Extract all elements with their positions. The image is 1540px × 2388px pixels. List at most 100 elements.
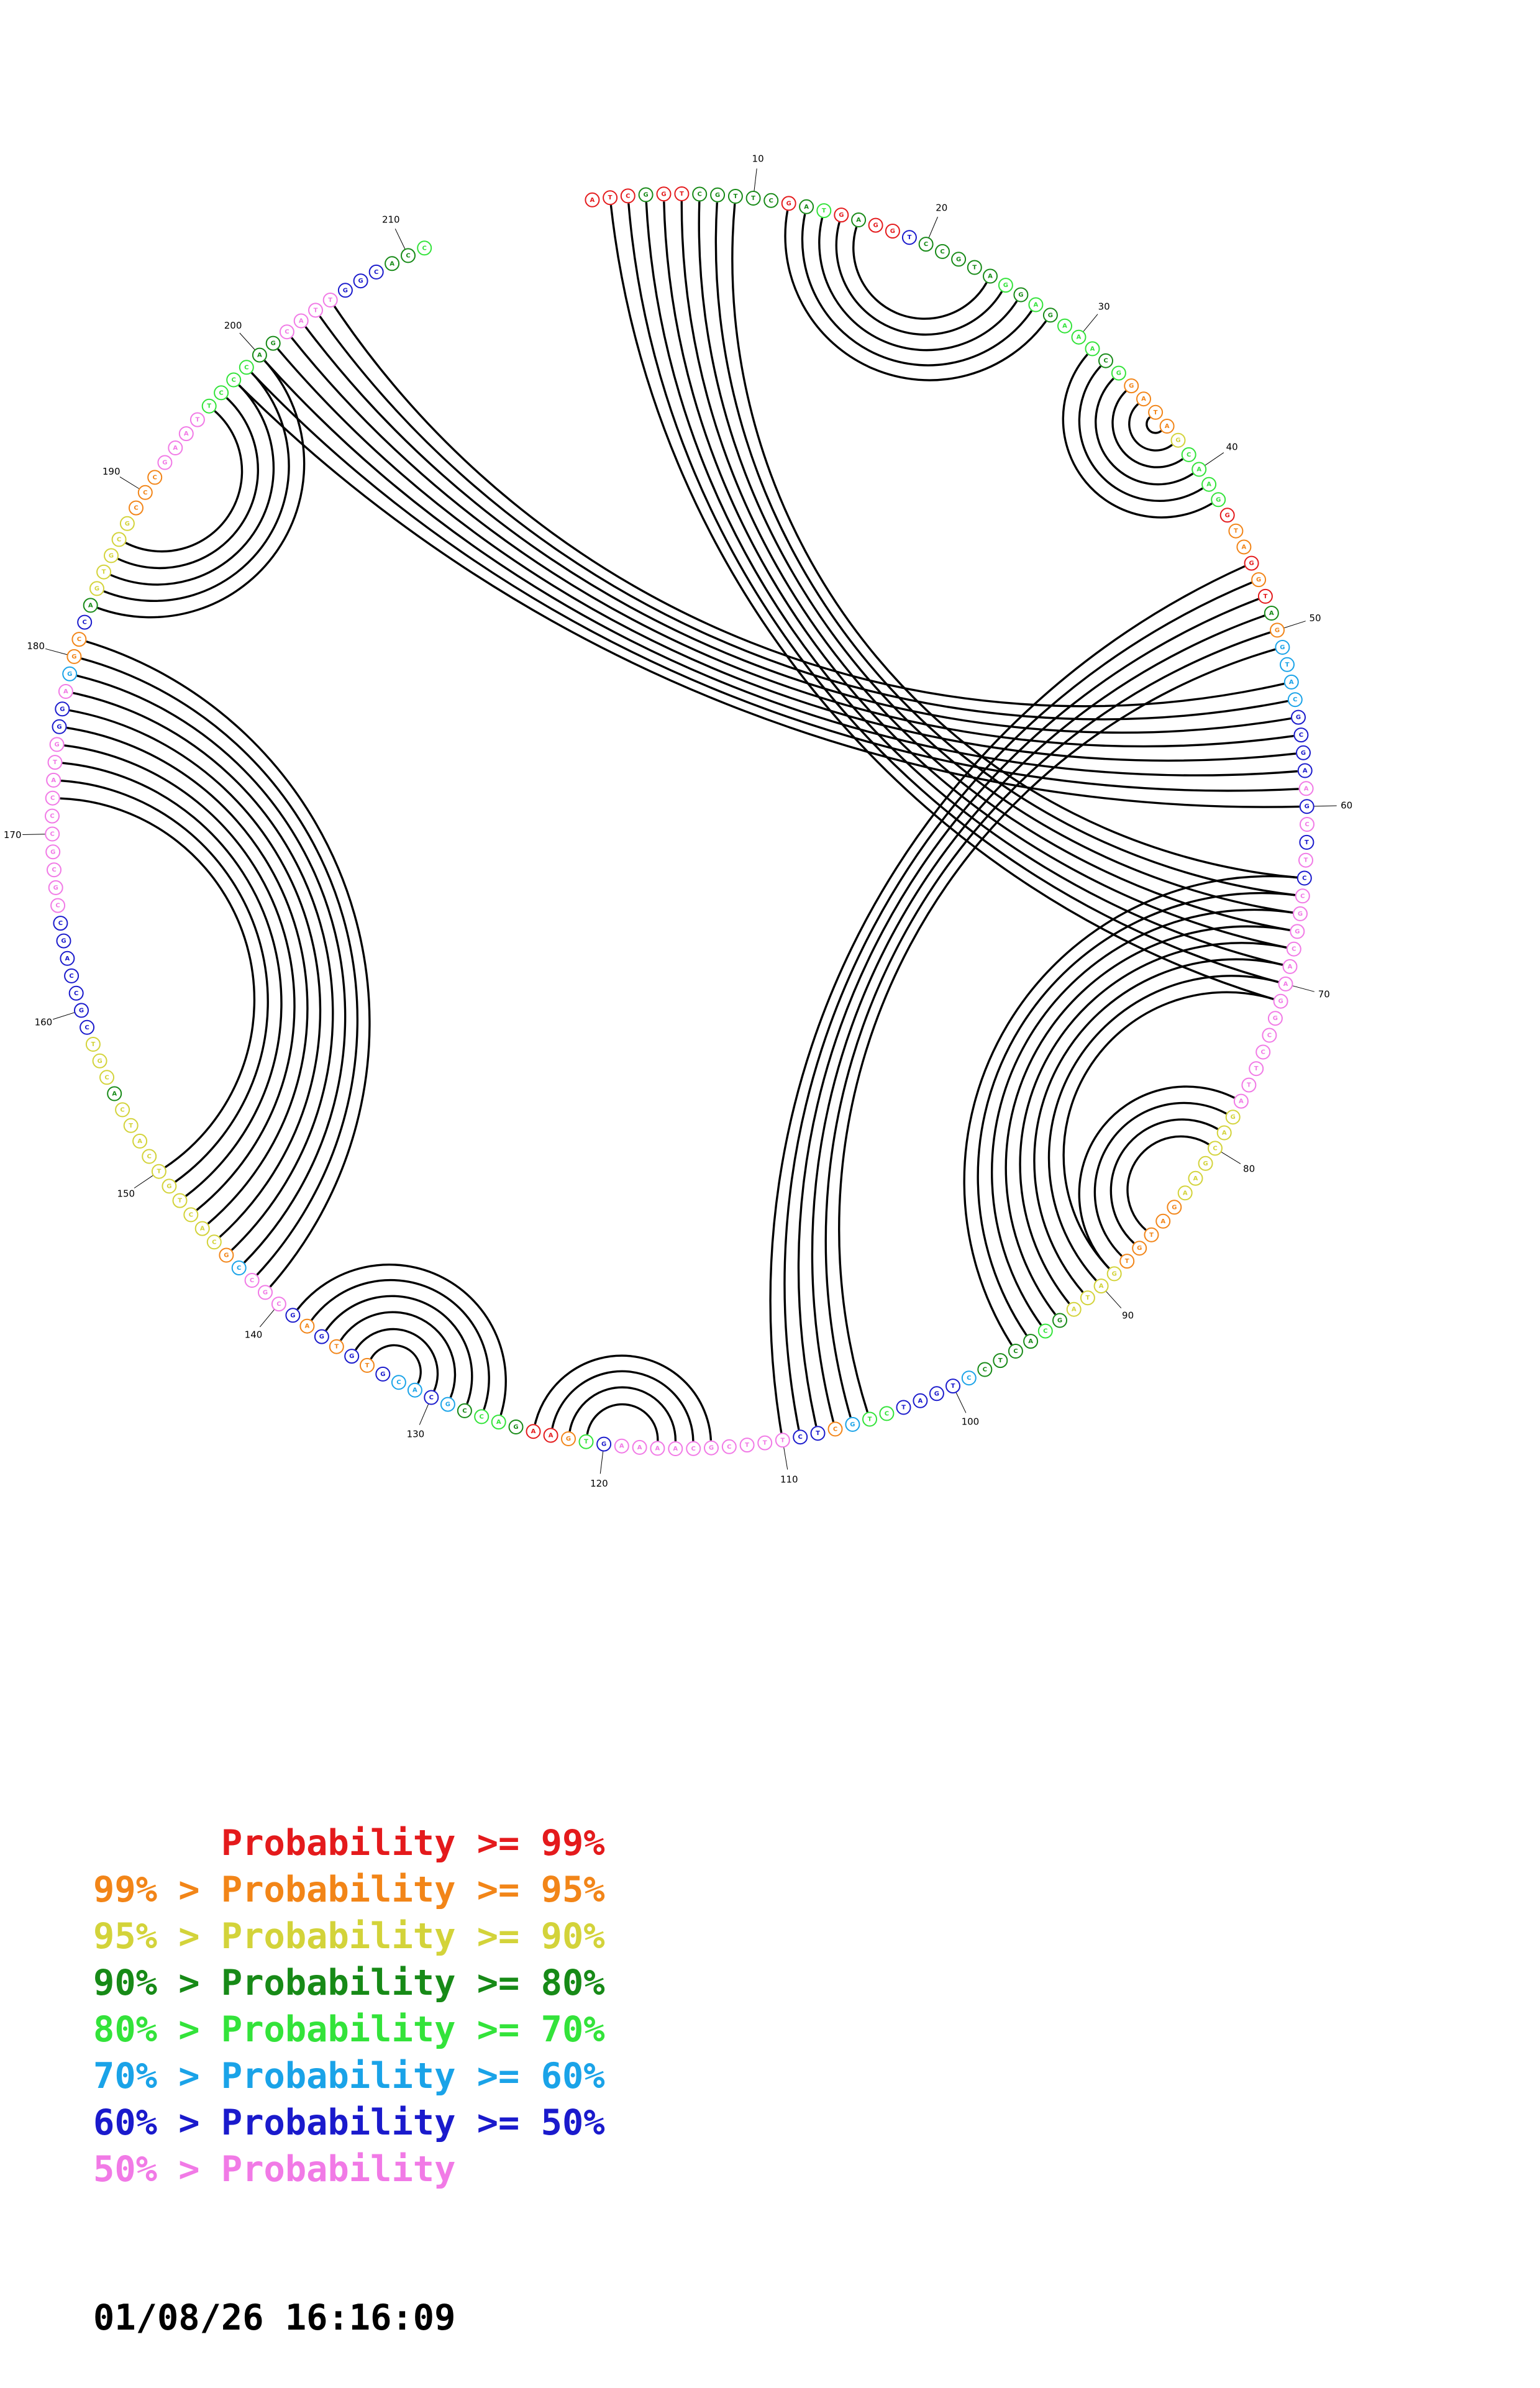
nucleotide-letter: A [1072,1306,1077,1313]
nucleotide-circle [1211,492,1226,508]
nucleotide-circle [142,1149,157,1164]
nucleotide-circle [1148,404,1164,420]
nucleotide: T [945,1379,960,1394]
pair-arc [824,631,1271,1418]
nucleotide: C [99,1070,114,1085]
nucleotide-letter: A [496,1419,501,1426]
nucleotide-letter: T [157,1169,161,1175]
pair-arc [586,1403,659,1441]
nucleotide-circle [1071,329,1087,345]
nucleotide: C [457,1403,472,1418]
nucleotide: C [1208,1141,1223,1156]
nucleotide-circle [271,1297,286,1312]
nucleotide-letter: C [219,390,223,396]
nucleotide: A [491,1415,506,1430]
nucleotide-circle [1124,378,1139,394]
pair-arc [1078,1085,1235,1269]
position-label: 130 [407,1428,425,1439]
nucleotide-circle [561,1431,576,1446]
nucleotide: G [885,224,900,239]
nucleotide-circle [45,808,60,824]
nucleotide: C [1008,1344,1023,1359]
nucleotide-circle [55,701,70,717]
nucleotide-circle [353,273,368,289]
nucleotide: C [47,862,62,878]
nucleotide-circle [1290,924,1305,939]
nucleotide: G [834,207,849,223]
nucleotide: A [1278,976,1293,991]
nucleotide-letter: T [751,195,755,202]
nucleotide-circle [727,189,743,204]
nucleotide-letter: C [727,1444,731,1451]
nucleotide-circle [68,985,84,1001]
nucleotide-letter: C [429,1395,434,1401]
nucleotide-circle [1280,657,1295,672]
nucleotide-letter: C [983,1367,987,1374]
nucleotide-letter: C [134,505,138,512]
nucleotide-letter: A [1028,1338,1033,1345]
nucleotide-circle [998,278,1013,293]
legend-rows: Probability >= 99% 99% > Probability >= 9… [93,1820,605,2193]
nucleotide-letter: C [1267,1032,1272,1039]
nucleotide-circle [1293,727,1309,743]
nucleotide: T [1119,1254,1135,1269]
nucleotide-letter: C [84,1024,89,1031]
nucleotide-circle [111,532,127,547]
nucleotide-circle [56,933,71,949]
nucleotide: G [285,1308,301,1323]
nucleotide: A [299,1318,315,1334]
tick-line [419,1403,429,1425]
nucleotide: C [474,1409,490,1424]
nucleotide: G [1296,745,1311,760]
nucleotide-letter: C [833,1426,837,1433]
nucleotide-letter: G [343,287,348,294]
nucleotide: C [879,1406,895,1421]
nucleotide-circle [360,1357,375,1373]
nucleotide: G [92,1053,107,1069]
pair-arc [783,581,1252,1430]
pair-arc [66,726,309,1225]
nucleotide: A [1028,297,1044,312]
nucleotide: C [1300,817,1314,832]
position-label: 100 [962,1416,980,1428]
nucleotide-letter: G [380,1371,385,1378]
nucleotide-circle [1037,1323,1053,1339]
nucleotide: T [727,189,743,204]
nucleotide-letter: C [153,474,157,481]
nucleotide: G [74,1003,89,1018]
pair-arc [1047,975,1279,1282]
legend-text: Probability >= 95% [221,1869,605,1910]
tick-line [119,476,140,490]
nucleotide: G [219,1247,234,1263]
nucleotide-circle [214,385,229,401]
nucleotide-circle [827,1421,843,1437]
nucleotide: C [1262,1028,1277,1043]
nucleotide-letter: A [200,1226,205,1233]
nucleotide-letter: G [349,1353,354,1360]
nucleotide-circle [201,398,217,414]
nucleotide: A [178,426,194,442]
nucleotide-letter: A [988,273,993,280]
nucleotide-circle [929,1386,944,1401]
nucleotide: C [50,898,66,913]
nucleotide-circle [189,412,205,427]
nucleotide-circle [337,283,353,298]
nucleotide: C [80,1019,95,1035]
nucleotide-letter: G [1298,911,1303,918]
legend-text: Probability >= 50% [221,2102,605,2143]
nucleotide-circle [845,1416,860,1432]
nucleotide-letter: A [1141,396,1146,403]
nucleotide: T [1144,1227,1159,1242]
nucleotide: G [353,273,368,289]
legend-row: 60% > Probability >= 50% [93,2100,605,2146]
nucleotide-circle [704,1440,719,1456]
nucleotide-circle [739,1438,755,1453]
nucleotide: A [585,192,600,207]
nucleotide-letter: G [60,706,65,713]
nucleotide-circle [1244,555,1259,571]
legend-prefix: 90% > [93,1962,221,2003]
pair-arc [784,210,1047,381]
nucleotide-letter: T [207,403,211,410]
nucleotide-circle [50,898,66,913]
legend-row: 99% > Probability >= 95% [93,1867,605,1913]
